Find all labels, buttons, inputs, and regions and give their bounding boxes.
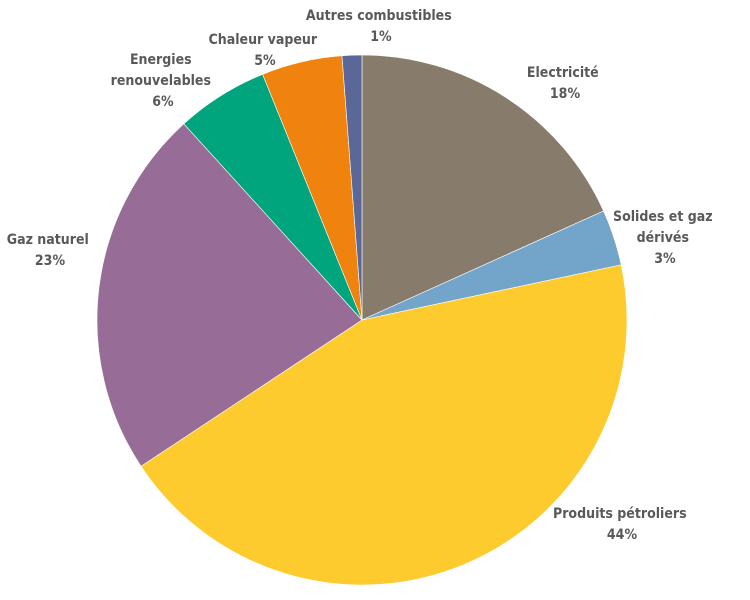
label-produits-value: 44% bbox=[607, 527, 638, 543]
label-gaz-value: 23% bbox=[35, 253, 66, 269]
label-energies-name-line1: Energies bbox=[130, 52, 192, 68]
pie-slices bbox=[96, 54, 628, 586]
label-gaz: Gaz naturel 23% bbox=[7, 232, 93, 269]
label-solides: Solides et gaz dérivés 3% bbox=[613, 209, 717, 267]
label-autres-value: 1% bbox=[370, 29, 392, 45]
label-produits-name: Produits pétroliers bbox=[553, 506, 687, 522]
label-energies-value: 6% bbox=[152, 94, 174, 110]
label-autres: Autres combustibles 1% bbox=[306, 8, 456, 45]
slice-electricite bbox=[361, 54, 604, 321]
slice-produits-petroliers bbox=[140, 264, 628, 586]
label-chaleur: Chaleur vapeur 5% bbox=[209, 32, 322, 69]
label-electricite-value: 18% bbox=[550, 86, 581, 102]
label-solides-value: 3% bbox=[654, 251, 676, 267]
slice-gaz-naturel bbox=[96, 123, 363, 467]
label-solides-name-line2: dérivés bbox=[637, 230, 689, 246]
label-chaleur-value: 5% bbox=[254, 53, 276, 69]
label-energies: Energies renouvelables 6% bbox=[111, 52, 216, 110]
label-electricite: Electricité 18% bbox=[527, 65, 603, 102]
label-produits: Produits pétroliers 44% bbox=[553, 506, 691, 543]
label-energies-name-line2: renouvelables bbox=[111, 73, 211, 89]
label-chaleur-name: Chaleur vapeur bbox=[209, 32, 318, 48]
pie-labels: Electricité 18% Solides et gaz dérivés 3… bbox=[7, 8, 717, 543]
label-gaz-name: Gaz naturel bbox=[7, 232, 89, 248]
label-electricite-name: Electricité bbox=[527, 65, 599, 81]
slice-autres-combustibles bbox=[341, 54, 363, 321]
label-solides-name-line1: Solides et gaz bbox=[613, 209, 713, 225]
label-autres-name: Autres combustibles bbox=[306, 8, 452, 24]
